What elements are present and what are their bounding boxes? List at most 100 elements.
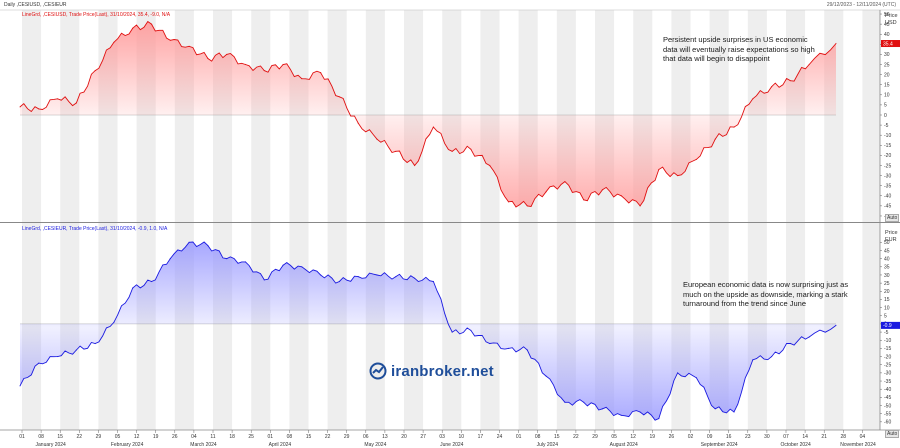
eu-data-point <box>545 375 547 377</box>
grid-band <box>327 10 347 430</box>
x-tick-label: 10 <box>459 434 465 440</box>
x-tick-label: 29 <box>344 434 350 440</box>
us-data-point <box>94 69 96 72</box>
us-data-point <box>695 158 698 161</box>
us-y-tick-label: 20 <box>884 72 890 78</box>
us-data-point <box>489 164 491 167</box>
eu-data-point <box>451 331 453 333</box>
eu-data-point <box>564 401 566 403</box>
us-data-point <box>470 148 472 150</box>
us-data-point <box>564 181 566 183</box>
us-data-point <box>38 108 40 110</box>
eu-data-point <box>150 280 153 283</box>
us-data-point <box>320 71 322 74</box>
eu-data-point <box>714 408 716 410</box>
eu-data-point <box>526 349 528 351</box>
x-tick-label: 08 <box>38 434 44 440</box>
us-data-point <box>132 27 134 29</box>
eu-value-badge-label: -0.9 <box>883 323 892 329</box>
x-month-label: July 2024 <box>537 442 559 448</box>
chart-header-title: Daily ,CESIUSD, ,CESIEUR <box>4 2 67 8</box>
eu-y-tick-label: -40 <box>884 387 891 393</box>
x-tick-label: 22 <box>573 434 579 440</box>
us-data-point <box>413 164 416 167</box>
eu-data-point <box>244 261 247 263</box>
x-tick-label: 05 <box>115 434 121 440</box>
us-area <box>20 21 836 207</box>
eu-data-point <box>677 372 679 374</box>
us-data-point <box>835 42 837 45</box>
us-data-point <box>338 96 341 98</box>
us-data-point <box>113 41 115 43</box>
eu-value-badge <box>881 321 900 329</box>
x-tick-label: 17 <box>478 434 484 440</box>
x-month-label: September 2024 <box>701 442 738 448</box>
us-annotation: Persistent upside surprises in US econom… <box>663 35 815 63</box>
us-y-tick-label: -25 <box>884 163 891 169</box>
us-data-point <box>507 201 510 203</box>
eu-y-tick-label: -5 <box>884 330 889 336</box>
x-tick-label: 30 <box>764 434 770 440</box>
x-tick-label: 15 <box>554 434 560 440</box>
us-y-tick-label: 25 <box>884 62 890 68</box>
eu-data-point <box>169 258 171 260</box>
x-month-label: April 2024 <box>269 442 292 448</box>
eu-auto-button[interactable]: Auto <box>885 430 900 438</box>
x-tick-label: 20 <box>401 434 407 440</box>
eu-data-point <box>376 274 378 276</box>
x-tick-label: 23 <box>745 434 751 440</box>
eu-y-tick-label: -50 <box>884 403 891 409</box>
eu-y-tick-label: 20 <box>884 289 890 295</box>
x-tick-label: 24 <box>497 434 503 440</box>
us-data-point <box>677 174 679 177</box>
eu-data-point <box>301 266 303 268</box>
us-data-point <box>733 126 735 128</box>
us-auto-button[interactable]: Auto <box>885 214 900 222</box>
watermark-logo-icon <box>369 362 387 380</box>
x-tick-label: 22 <box>77 434 83 440</box>
eu-y-tick-label: 15 <box>884 297 890 303</box>
us-data-point <box>583 199 585 201</box>
us-data-point <box>601 189 604 191</box>
eu-data-point <box>282 264 284 266</box>
us-value-badge <box>881 40 900 48</box>
x-month-label: March 2024 <box>190 442 217 448</box>
x-tick-label: 27 <box>420 434 426 440</box>
eu-data-point <box>620 414 622 416</box>
x-tick-label: 22 <box>325 434 331 440</box>
x-tick-label: 04 <box>191 434 197 440</box>
eu-data-point <box>835 324 837 326</box>
eu-y-tick-label: -55 <box>884 411 891 417</box>
us-data-point <box>714 138 716 140</box>
eu-axis-title: Price EUR <box>885 230 898 243</box>
eu-data-point <box>113 321 115 323</box>
us-data-point <box>263 69 265 72</box>
us-y-tick-label: -20 <box>884 153 891 159</box>
eu-y-tick-label: -35 <box>884 379 891 385</box>
x-tick-label: 15 <box>306 434 312 440</box>
eu-data-point <box>226 258 228 260</box>
us-data-point <box>395 150 397 152</box>
eu-data-point <box>413 277 416 279</box>
eu-data-point <box>338 280 341 283</box>
x-tick-label: 05 <box>611 434 617 440</box>
eu-data-point <box>601 408 604 410</box>
us-y-tick-label: 15 <box>884 83 890 89</box>
eu-data-point <box>320 274 322 276</box>
eu-data-point <box>752 359 754 361</box>
eu-y-tick-label: 45 <box>884 248 890 254</box>
x-tick-label: 01 <box>516 434 522 440</box>
eu-data-point <box>132 287 134 289</box>
x-tick-label: 26 <box>669 434 675 440</box>
us-series-line <box>19 20 837 208</box>
x-tick-label: 12 <box>630 434 636 440</box>
us-y-tick-label: 30 <box>884 52 890 58</box>
x-tick-label: 14 <box>802 434 808 440</box>
eu-data-point <box>639 411 641 413</box>
eu-y-tick-label: 50 <box>884 240 890 246</box>
us-data-point <box>244 63 247 66</box>
x-month-label: June 2024 <box>440 442 464 448</box>
x-tick-label: 09 <box>707 434 713 440</box>
x-month-label: February 2024 <box>111 442 144 448</box>
us-data-point <box>808 63 810 66</box>
